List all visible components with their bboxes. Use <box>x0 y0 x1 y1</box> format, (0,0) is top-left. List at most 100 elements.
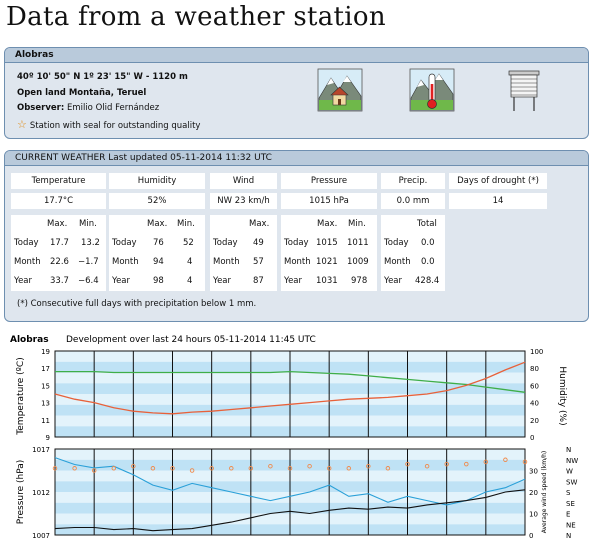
temp-month-min: −1.7 <box>78 257 99 267</box>
precip-today: 0.0 <box>421 238 435 248</box>
weather-screen-icon <box>501 68 547 116</box>
pressure-tick-label: 1007 <box>32 532 50 540</box>
humidity-header: Humidity <box>109 173 205 189</box>
temp-month-max: 22.6 <box>50 257 69 267</box>
temp-today-min: 13.2 <box>81 238 100 248</box>
hum-year-max: 98 <box>153 276 164 286</box>
pressure-tick-label: 1012 <box>32 489 50 497</box>
temp-row-today: Today <box>14 238 39 248</box>
temperature-tick-label: 17 <box>41 365 50 373</box>
hum-min-label: Min. <box>177 219 195 229</box>
star-icon: ☆ <box>17 118 27 131</box>
temp-row-month: Month <box>14 257 41 267</box>
humidity-tick-label: 100 <box>530 348 543 356</box>
humidity-tick-label: 20 <box>530 417 539 425</box>
wind-row-year: Year <box>213 276 231 286</box>
wind-speed-axis-label: Average wind speed (km/h) <box>541 451 548 534</box>
precip-stats-box <box>381 215 445 291</box>
drought-footnote: (*) Consecutive full days with precipita… <box>17 299 257 309</box>
thermometer-landscape-icon <box>409 68 455 116</box>
observer-name: Emilio Olid Fernández <box>66 103 160 113</box>
wind-speed-point <box>366 463 371 469</box>
current-weather-header: CURRENT WEATHER Last updated 05-11-2014 … <box>5 151 588 166</box>
pres-row-month: Month <box>284 257 311 267</box>
precip-row-year: Year <box>384 276 402 286</box>
wind-direction-tick-label: N <box>566 446 571 454</box>
precip-total-label: Total <box>417 219 437 229</box>
wind-speed-point <box>209 466 214 471</box>
temperature-series-line <box>54 361 526 415</box>
humidity-series-line <box>55 370 526 393</box>
wind-speed-point <box>503 457 508 463</box>
precip-month: 0.0 <box>421 257 435 267</box>
drought-header: Days of drought (*) <box>449 173 547 189</box>
wind-speed-point <box>150 466 156 471</box>
wind-speed-point <box>464 461 469 467</box>
observer-label: Observer: <box>17 103 65 113</box>
wind-speed-point <box>91 468 97 473</box>
wind-speed-point <box>229 466 234 471</box>
wind-speed-tick-label: 20 <box>529 489 538 497</box>
temperature-tick-label: 15 <box>41 382 50 390</box>
wind-speed-point <box>405 461 410 467</box>
humidity-tick-label: 0 <box>530 434 534 442</box>
temperature-header: Temperature <box>11 173 106 189</box>
wind-speed-point <box>483 459 489 465</box>
pres-today-min: 1011 <box>347 238 369 248</box>
wind-speed-point <box>307 463 312 469</box>
wind-stats-box <box>210 215 277 291</box>
wind-year-max: 87 <box>253 276 264 286</box>
hum-month-min: 4 <box>187 257 193 267</box>
humidity-stats-box <box>109 215 205 291</box>
station-name: Alobras <box>5 48 588 63</box>
station-coordinates: 40º 10' 50" N 1º 23' 15" W - 1120 m <box>17 72 188 82</box>
wind-speed-point <box>268 463 273 469</box>
pres-year-min: 978 <box>351 276 368 286</box>
wind-speed-point <box>170 466 175 471</box>
wind-value: NW 23 km/h <box>210 193 277 209</box>
page-title: Data from a weather station <box>6 2 386 32</box>
temperature-stats-box <box>11 215 106 291</box>
wind-speed-point <box>189 468 195 473</box>
wind-direction-tick-label: W <box>566 468 573 476</box>
station-location: Open land Montaña, Teruel <box>17 88 147 98</box>
wind-speed-point <box>72 466 77 471</box>
temperature-tick-label: 9 <box>46 434 50 442</box>
wind-header: Wind <box>210 173 277 189</box>
pres-row-year: Year <box>284 276 302 286</box>
temperature-tick-label: 11 <box>41 417 50 425</box>
temp-year-min: −6.4 <box>78 276 99 286</box>
temp-today-max: 17.7 <box>50 238 69 248</box>
wind-direction-tick-label: E <box>566 511 570 519</box>
bottom-chart-frame <box>54 448 526 536</box>
pressure-value: 1015 hPa <box>281 193 377 209</box>
wind-speed-point <box>346 466 352 471</box>
wind-direction-tick-label: N <box>566 532 571 540</box>
wind-direction-tick-label: SE <box>566 500 575 508</box>
development-charts: Alobras Development over last 24 hours 0… <box>10 335 578 540</box>
house-landscape-icon <box>317 68 363 116</box>
wind-speed-point <box>111 466 117 471</box>
wind-max-label: Max. <box>249 219 270 229</box>
hum-today-min: 52 <box>183 238 194 248</box>
wind-direction-tick-label: NE <box>566 521 576 529</box>
wind-speed-point <box>385 466 391 471</box>
wind-speed-point <box>444 461 449 467</box>
humidity-tick-label: 60 <box>530 382 539 390</box>
pres-min-label: Min. <box>348 219 366 229</box>
wind-today-max: 49 <box>253 238 264 248</box>
temperature-axis-label: Temperature (ºC) <box>16 357 26 435</box>
pressure-tick-label: 1017 <box>32 446 50 454</box>
wind-direction-tick-label: NW <box>566 457 578 465</box>
pres-row-today: Today <box>284 238 309 248</box>
pres-month-max: 1021 <box>316 257 338 267</box>
precip-row-month: Month <box>384 257 411 267</box>
wind-row-today: Today <box>213 238 238 248</box>
temperature-tick-label: 19 <box>41 348 50 356</box>
hum-row-year: Year <box>112 276 130 286</box>
hum-month-max: 94 <box>153 257 164 267</box>
chart-station-name: Alobras <box>10 335 49 345</box>
wind-speed-tick-label: 10 <box>529 511 538 519</box>
wind-speed-point <box>287 466 293 471</box>
pres-max-label: Max. <box>317 219 338 229</box>
